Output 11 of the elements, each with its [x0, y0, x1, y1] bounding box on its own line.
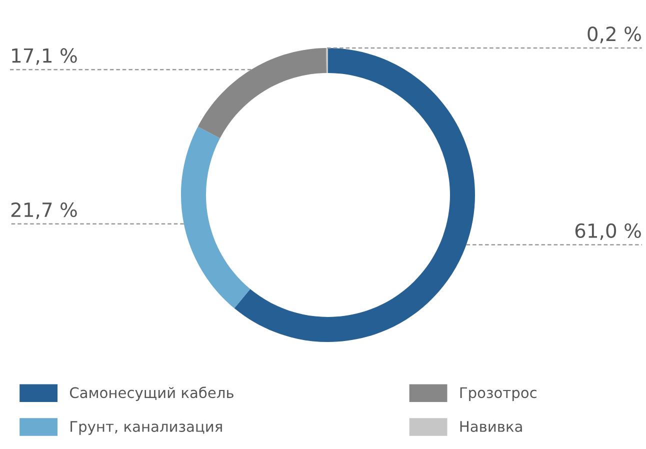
donut-slice	[234, 48, 475, 342]
legend-label: Самонесущий кабель	[70, 386, 234, 401]
legend-label: Грозотрос	[460, 387, 536, 401]
data-label: 17,1 %	[12, 48, 77, 65]
legend-label: Грунт, канализация	[70, 421, 222, 435]
legend-label: Навивка	[460, 421, 522, 432]
donut-slice	[198, 48, 326, 138]
donut-slice	[181, 126, 250, 308]
data-label: 61,0 %	[575, 223, 641, 240]
data-label: 0,2 %	[588, 26, 641, 44]
data-label: 21,7 %	[11, 202, 77, 220]
